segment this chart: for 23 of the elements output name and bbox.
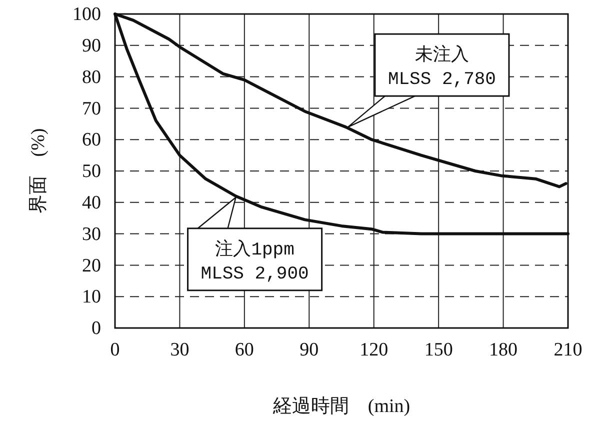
x-tick-label: 180 [489,339,518,360]
x-axis-title: 経過時間 (min) [272,396,410,417]
x-tick-label: 150 [424,339,453,360]
x-tick-label: 120 [360,339,388,360]
y-tick-label: 20 [82,255,101,276]
annotation: 注入1ppm MLSS 2,900 [200,238,309,284]
y-tick-label: 90 [82,35,101,56]
x-tick-label: 210 [554,339,582,360]
y-axis-title: 界面 (%) [28,128,49,214]
x-tick-label: 0 [110,339,120,360]
x-tick-label: 60 [234,339,254,360]
y-tick-label: 80 [82,66,101,88]
annotation: 未注入 MLSS 2,780 [388,44,496,90]
y-tick-label: 30 [82,224,101,245]
y-tick-label: 0 [92,318,101,340]
y-tick-label: 10 [82,286,101,308]
x-tick-label: 30 [170,339,190,360]
x-tick-label: 90 [300,339,319,360]
y-tick-label: 60 [82,130,101,151]
y-tick-label: 100 [72,4,101,26]
y-tick-label: 70 [82,98,101,120]
y-tick-label: 50 [82,161,101,182]
y-tick-label: 40 [82,192,101,214]
